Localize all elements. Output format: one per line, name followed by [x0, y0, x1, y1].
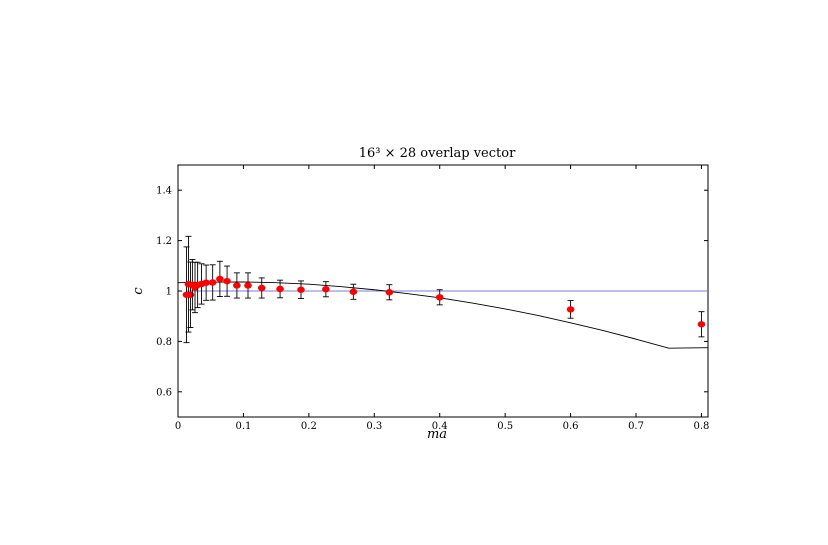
- plot-area: [177, 235, 709, 349]
- data-point: [257, 277, 266, 299]
- data-point: [566, 300, 575, 319]
- x-tick-label: 0.1: [235, 421, 251, 432]
- data-point: [233, 272, 241, 299]
- data-point-marker: [208, 279, 217, 286]
- data-point: [244, 272, 252, 299]
- data-point-marker: [216, 275, 224, 283]
- data-point: [202, 264, 210, 301]
- y-tick-label: 1: [166, 287, 172, 298]
- x-tick-label: 0.2: [301, 421, 317, 432]
- data-point-marker: [297, 286, 305, 293]
- x-tick-label: 0.4: [432, 421, 448, 432]
- data-point: [188, 259, 197, 311]
- data-point-marker: [244, 282, 252, 289]
- fit-curve: [177, 281, 709, 349]
- x-axis-ticks: 0 0.1 0.2 0.3 0.4 0.5 0.6 0.7 0.8: [175, 165, 710, 432]
- data-point: [349, 283, 358, 300]
- data-point-marker: [322, 286, 330, 293]
- data-point-marker: [276, 285, 284, 293]
- data-point: [297, 280, 305, 300]
- data-point: [223, 265, 231, 297]
- data-point-marker: [566, 306, 575, 313]
- y-axis-ticks: 0.6 0.8 1 1.2 1.4: [156, 186, 708, 398]
- data-point: [385, 284, 394, 301]
- data-point-marker: [697, 321, 706, 328]
- data-point: [208, 264, 217, 301]
- data-point: [216, 260, 224, 297]
- data-point-marker: [385, 289, 394, 296]
- data-point: [697, 311, 706, 338]
- data-point-marker: [223, 277, 231, 285]
- x-tick-label: 0: [175, 421, 181, 432]
- y-tick-label: 1.2: [156, 236, 172, 247]
- y-axis-label: c: [131, 287, 146, 295]
- x-tick-label: 0.8: [694, 421, 710, 432]
- data-point: [435, 289, 444, 306]
- chart-title: 16³ × 28 overlap vector: [359, 146, 516, 161]
- y-tick-label: 0.8: [156, 337, 172, 348]
- data-point-marker: [186, 291, 195, 298]
- data-point: [186, 261, 195, 328]
- x-tick-label: 0.6: [563, 421, 579, 432]
- y-tick-label: 1.4: [156, 186, 172, 197]
- x-tick-label: 0.7: [628, 421, 644, 432]
- x-tick-label: 0.5: [497, 421, 513, 432]
- data-point: [276, 279, 284, 299]
- data-point: [322, 281, 330, 298]
- x-tick-label: 0.3: [366, 421, 382, 432]
- y-tick-label: 0.6: [156, 387, 172, 398]
- data-point-marker: [257, 284, 266, 292]
- data-point-marker: [202, 279, 210, 286]
- data-point-marker: [233, 282, 241, 289]
- x-axis-label: ma: [427, 427, 447, 442]
- data-point-marker: [349, 288, 358, 295]
- data-point-marker: [435, 294, 444, 301]
